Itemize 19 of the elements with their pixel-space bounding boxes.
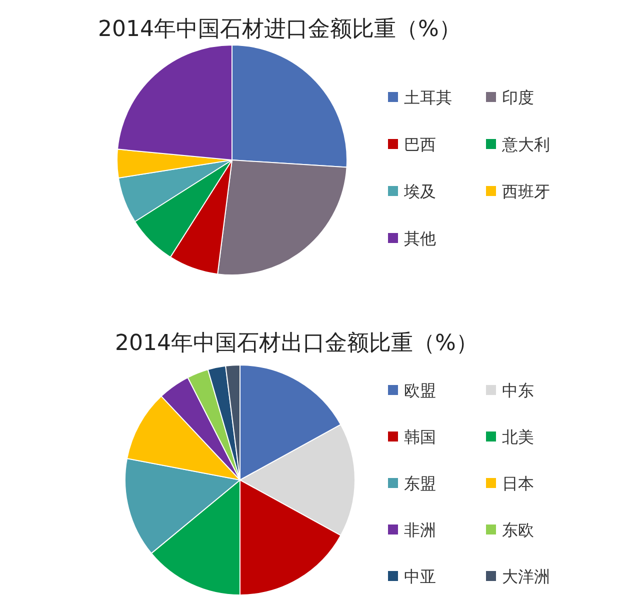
legend-label: 东盟 [404, 474, 436, 493]
legend-label: 其他 [404, 229, 436, 248]
legend-label: 中东 [502, 381, 534, 400]
legend-label: 欧盟 [404, 381, 436, 400]
legend-label: 非洲 [404, 520, 436, 540]
legend-label: 大洋洲 [502, 567, 550, 586]
legend-label: 北美 [502, 428, 534, 446]
legend-label: 中亚 [404, 567, 436, 586]
chart-title: 2014年中国石材出口金额比重（%） [115, 331, 478, 356]
legend-label: 日本 [502, 474, 534, 493]
legend-label: 意大利 [501, 135, 550, 154]
legend-label: 西班牙 [502, 182, 550, 201]
legend-label: 印度 [502, 88, 534, 107]
legend-label: 土耳其 [404, 88, 452, 107]
legend-label: 埃及 [403, 182, 436, 201]
legend-label: 巴西 [404, 135, 436, 154]
legend-label: 东欧 [502, 520, 534, 540]
chart-title: 2014年中国石材进口金额比重（%） [98, 17, 461, 42]
legend-label: 韩国 [404, 428, 436, 446]
